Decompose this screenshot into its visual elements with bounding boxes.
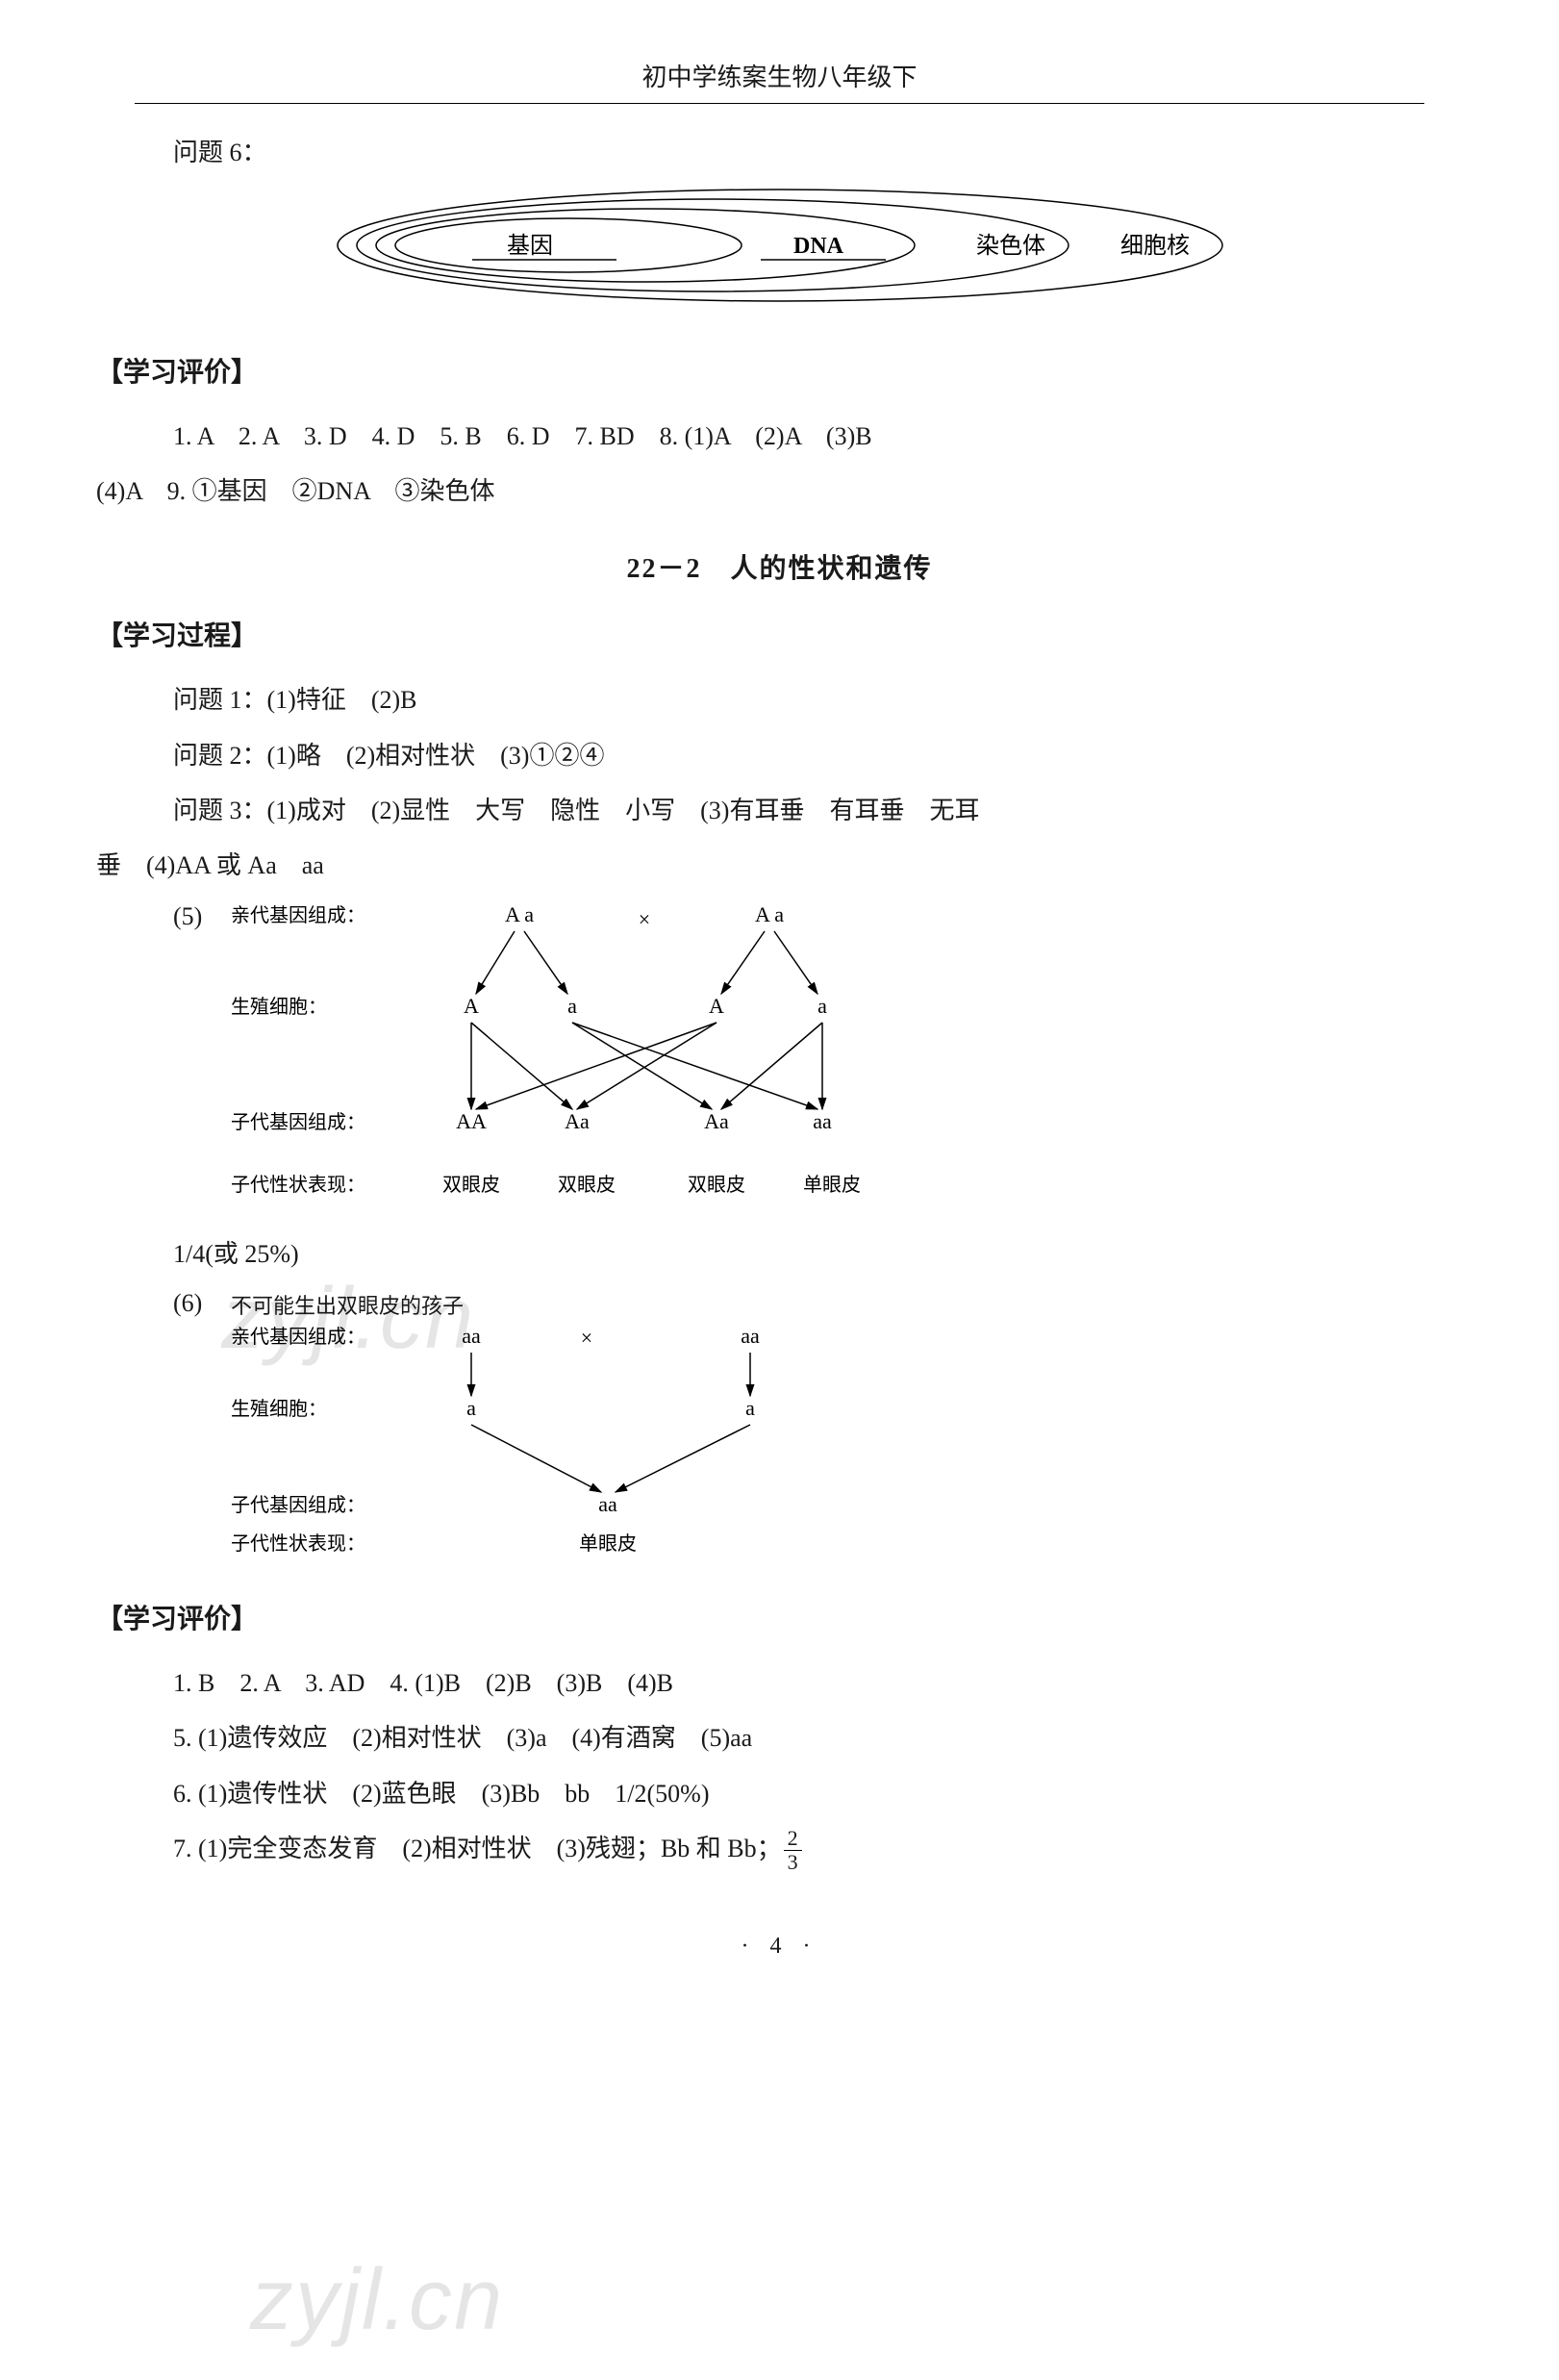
watermark-2: zyjl.cn <box>250 2251 504 2350</box>
svg-text:aa: aa <box>741 1324 760 1348</box>
process-q3b: 垂 (4)AA 或 Aa aa <box>96 838 1482 893</box>
chapter-subtitle: 22－2 人的性状和遗传 <box>77 547 1482 586</box>
svg-text:亲代基因组成：: 亲代基因组成： <box>231 1326 365 1348</box>
svg-text:单眼皮: 单眼皮 <box>579 1532 637 1555</box>
q5-marker: (5) <box>173 902 231 931</box>
nested-ellipse-diagram: 基因 DNA 染色体 细胞核 <box>299 178 1261 313</box>
svg-text:Aa: Aa <box>704 1109 729 1133</box>
svg-text:aa: aa <box>598 1492 617 1516</box>
svg-text:子代基因组成：: 子代基因组成： <box>231 1111 365 1133</box>
svg-text:a: a <box>817 994 827 1018</box>
q6-marker: (6) <box>173 1289 231 1318</box>
svg-text:双眼皮: 双眼皮 <box>558 1174 616 1196</box>
genetics-diagram-5: (5) 亲代基因组成： 生殖细胞： 子代基因组成： 子代性状表现： A a × <box>173 902 1482 1270</box>
process-q2: 问题 2：(1)略 (2)相对性状 (3)①②④ <box>173 728 1482 783</box>
svg-text:×: × <box>581 1326 592 1350</box>
svg-text:A: A <box>709 994 724 1018</box>
ellipse-label-1: DNA <box>793 234 844 259</box>
svg-text:生殖细胞：: 生殖细胞： <box>231 1398 327 1420</box>
process-header: 【学习过程】 <box>96 615 1482 653</box>
svg-text:亲代基因组成：: 亲代基因组成： <box>231 904 365 926</box>
q5-fraction: 1/4(或 25%) <box>173 1234 1482 1270</box>
eval2-line2: 5. (1)遗传效应 (2)相对性状 (3)a (4)有酒窝 (5)aa <box>173 1710 1482 1765</box>
process-q1: 问题 1：(1)特征 (2)B <box>173 672 1482 727</box>
svg-text:aa: aa <box>813 1109 832 1133</box>
svg-text:单眼皮: 单眼皮 <box>803 1174 861 1196</box>
svg-text:Aa: Aa <box>565 1109 590 1133</box>
svg-text:a: a <box>745 1396 755 1420</box>
eval2-line1: 1. B 2. A 3. AD 4. (1)B (2)B (3)B (4)B <box>173 1656 1482 1710</box>
eval2-line4-pre: 7. (1)完全变态发育 (2)相对性状 (3)残翅；Bb 和 Bb； <box>173 1835 782 1862</box>
ellipse-label-0: 基因 <box>507 233 553 259</box>
page-content: 初中学练案生物八年级下 问题 6： 基因 DNA 染色体 细胞核 【学习评价】 … <box>77 58 1482 1960</box>
punnett-cross-5: 亲代基因组成： 生殖细胞： 子代基因组成： 子代性状表现： A a × A a … <box>231 902 1000 1220</box>
svg-text:子代基因组成：: 子代基因组成： <box>231 1494 365 1516</box>
svg-text:双眼皮: 双眼皮 <box>688 1174 745 1196</box>
eval2-line3: 6. (1)遗传性状 (2)蓝色眼 (3)Bb bb 1/2(50%) <box>173 1766 1482 1821</box>
ellipse-label-3: 细胞核 <box>1120 233 1190 259</box>
process-q3a: 问题 3：(1)成对 (2)显性 大写 隐性 小写 (3)有耳垂 有耳垂 无耳 <box>173 783 1482 838</box>
eval1-line2: (4)A 9. ①基因 ②DNA ③染色体 <box>96 464 1482 519</box>
ellipse-label-2: 染色体 <box>976 233 1045 259</box>
svg-text:子代性状表现：: 子代性状表现： <box>231 1174 365 1196</box>
svg-text:a: a <box>466 1396 476 1420</box>
svg-text:aa: aa <box>462 1324 481 1348</box>
svg-text:AA: AA <box>456 1109 487 1133</box>
punnett-cross-6: 亲代基因组成： 生殖细胞： 子代基因组成： 子代性状表现： aa × aa a … <box>231 1324 952 1564</box>
svg-text:生殖细胞：: 生殖细胞： <box>231 996 327 1018</box>
svg-text:子代性状表现：: 子代性状表现： <box>231 1532 365 1555</box>
genetics-diagram-6: (6) 不可能生出双眼皮的孩子 亲代基因组成： 生殖细胞： 子代基因组成： 子代… <box>173 1289 1482 1569</box>
page-number: · 4 · <box>77 1934 1482 1960</box>
fraction-2-3: 23 <box>784 1827 802 1874</box>
evaluation-header-1: 【学习评价】 <box>96 351 1482 390</box>
svg-text:A a: A a <box>755 902 784 926</box>
evaluation-header-2: 【学习评价】 <box>96 1598 1482 1636</box>
eval1-line1: 1. A 2. A 3. D 4. D 5. B 6. D 7. BD 8. (… <box>173 409 1482 464</box>
svg-text:a: a <box>567 994 577 1018</box>
eval2-line4: 7. (1)完全变态发育 (2)相对性状 (3)残翅；Bb 和 Bb；23 <box>173 1821 1482 1876</box>
q6-text: 不可能生出双眼皮的孩子 <box>231 1289 952 1320</box>
svg-text:×: × <box>639 907 650 931</box>
svg-text:A a: A a <box>505 902 534 926</box>
svg-text:双眼皮: 双眼皮 <box>442 1174 500 1196</box>
page-title: 初中学练案生物八年级下 <box>135 58 1424 104</box>
svg-text:A: A <box>464 994 479 1018</box>
question-6-label: 问题 6： <box>173 133 1482 168</box>
